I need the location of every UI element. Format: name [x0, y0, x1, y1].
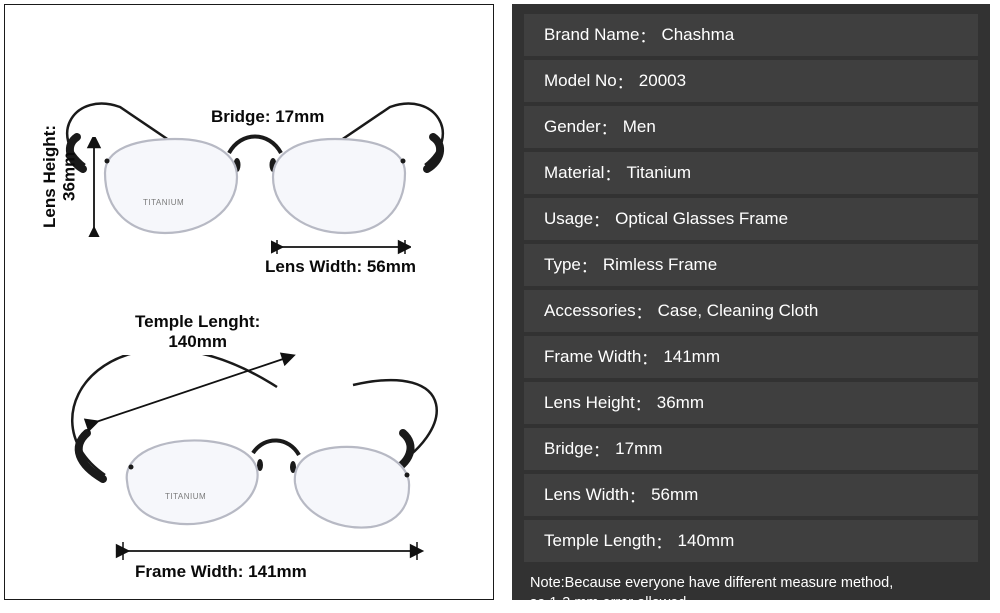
spec-row-value: 56mm	[651, 485, 698, 505]
spec-row-label: Temple Length	[544, 531, 656, 551]
spec-row-label: Model No	[544, 71, 617, 91]
spec-row: Lens Height：36mm	[524, 382, 978, 426]
spec-row-value: Optical Glasses Frame	[615, 209, 788, 229]
spec-row-value: 17mm	[615, 439, 662, 459]
spec-row-label: Frame Width	[544, 347, 641, 367]
spec-row-label: Material	[544, 163, 604, 183]
spec-row: Lens Width：56mm	[524, 474, 978, 518]
spec-table: Brand Name：ChashmaModel No：20003Gender：M…	[524, 14, 978, 566]
spec-row-label: Lens Width	[544, 485, 629, 505]
lens-height-dimension-label: Lens Height:36mm	[40, 125, 79, 228]
spec-row-label: Bridge	[544, 439, 593, 459]
spec-row-label: Lens Height	[544, 393, 635, 413]
bridge-dimension-label: Bridge: 17mm	[211, 107, 324, 127]
spec-note: Note:Because everyone have different mea…	[524, 572, 978, 613]
spec-row: Temple Length：140mm	[524, 520, 978, 564]
spec-row: Gender：Men	[524, 106, 978, 150]
spec-row: Accessories：Case, Cleaning Cloth	[524, 290, 978, 334]
temple-length-dimension-label: Temple Lenght:140mm	[135, 312, 260, 353]
spec-row-value: 20003	[639, 71, 686, 91]
spec-row: Frame Width：141mm	[524, 336, 978, 380]
lens-inscription-front: TITANIUM	[143, 198, 184, 207]
spec-row: Type：Rimless Frame	[524, 244, 978, 288]
spec-row-value: Rimless Frame	[603, 255, 717, 275]
lens-inscription-perspective: TITANIUM	[165, 492, 206, 501]
spec-row: Bridge：17mm	[524, 428, 978, 472]
spec-row-label: Type	[544, 255, 581, 275]
spec-row-label: Usage	[544, 209, 593, 229]
spec-row-label: Accessories	[544, 301, 636, 321]
spec-row-value: Titanium	[626, 163, 691, 183]
glasses-perspective-illustration: TITANIUM	[57, 355, 457, 555]
spec-row-value: Case, Cleaning Cloth	[658, 301, 819, 321]
spec-row-label: Brand Name	[544, 25, 639, 45]
spec-row-value: Men	[623, 117, 656, 137]
spec-row: Material：Titanium	[524, 152, 978, 196]
spec-row: Usage：Optical Glasses Frame	[524, 198, 978, 242]
spec-row-value: Chashma	[661, 25, 734, 45]
diagram-panel: TITANIUM Bridge: 17mm Lens Height:36mm L…	[4, 4, 494, 600]
spec-row-value: 141mm	[663, 347, 720, 367]
spec-row: Brand Name：Chashma	[524, 14, 978, 58]
spec-row-value: 140mm	[678, 531, 735, 551]
frame-width-dimension-label: Frame Width: 141mm	[135, 562, 307, 582]
spec-row-value: 36mm	[657, 393, 704, 413]
spec-row: Model No：20003	[524, 60, 978, 104]
spec-panel: Brand Name：ChashmaModel No：20003Gender：M…	[512, 4, 990, 600]
spec-row-label: Gender	[544, 117, 601, 137]
lens-width-dimension-label: Lens Width: 56mm	[265, 257, 416, 277]
